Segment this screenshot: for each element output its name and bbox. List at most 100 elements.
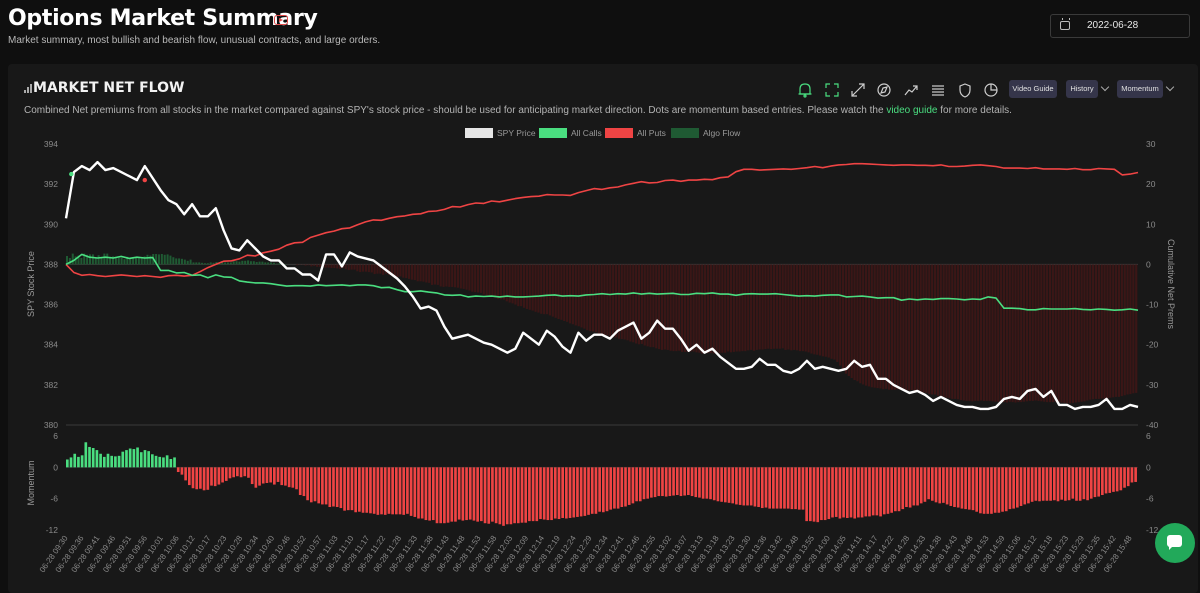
legend-swatch-spy[interactable] [465,128,493,138]
net-prem-bar [399,264,402,277]
net-prem-bar [359,264,362,273]
momentum-bar [513,467,516,524]
net-prem-bar [744,264,747,352]
algo-flow-bar [229,262,232,265]
net-prem-bar [462,264,465,289]
legend-label-algo[interactable]: Algo Flow [703,128,741,138]
momentum-bar [461,467,465,521]
net-prem-bar [1120,264,1123,397]
momentum-bar [143,450,147,468]
page-title: Options Market Summary [8,6,318,31]
algo-flow-bar [175,258,178,265]
net-prem-bar [514,264,517,305]
legend-swatch-calls[interactable] [539,128,567,138]
momentum-bar [572,467,576,518]
momentum-bar [901,467,905,510]
bell-icon[interactable] [798,83,812,98]
history-button[interactable]: History [1066,80,1098,98]
momentum-bar [1134,467,1137,482]
momentum-bar [250,467,254,485]
momentum-bar [993,467,997,513]
momentum-button[interactable]: Momentum [1117,80,1163,98]
legend-label-calls[interactable]: All Calls [571,128,602,138]
momentum-bar [273,467,276,485]
momentum-bar [1023,467,1027,505]
net-prem-bar [649,264,652,348]
video-guide-link[interactable]: video guide [886,105,938,116]
net-prem-bar [755,264,758,350]
compass-icon[interactable] [877,83,891,97]
net-prem-bar [468,264,471,291]
y-tick-label: 392 [44,179,58,189]
video-guide-button[interactable]: Video Guide [1009,80,1057,98]
net-prem-bar [571,264,574,325]
momentum-entry-dot[interactable] [142,177,147,183]
momentum-bar [121,451,125,468]
net-prem-bar [732,264,735,352]
net-prem-bar [548,264,551,316]
shield-icon[interactable] [959,83,971,98]
momentum-bar [801,467,805,510]
net-prem-bar [709,264,712,354]
legend-swatch-algo[interactable] [671,128,699,138]
algo-flow-bar [83,253,86,265]
momentum-bar [705,467,709,499]
net-prem-bar [537,264,540,313]
fullscreen-icon[interactable] [825,83,839,97]
all-calls-line [65,253,1139,311]
momentum-bar [938,467,942,504]
momentum-bar [176,467,180,473]
momentum-bar [284,467,287,486]
momentum-bar [1104,467,1108,494]
momentum-bar [88,446,91,468]
momentum-bar [602,467,605,513]
momentum-bar [539,467,542,520]
net-prem-bar [643,264,646,346]
momentum-bar [1123,467,1126,488]
momentum-bar [853,467,857,519]
algo-flow-bar [106,253,109,265]
momentum-bar [990,467,993,514]
lines-icon[interactable] [932,85,944,96]
momentum-bar [960,467,964,509]
net-prem-bar [594,264,597,333]
net-prem-bar [922,264,925,393]
net-prem-bar [362,264,365,272]
momentum-entry-dot[interactable] [69,171,74,177]
net-prem-bar [658,264,661,350]
net-prem-bar [382,264,385,275]
momentum-bar [420,467,424,519]
pie-icon[interactable] [984,83,998,97]
momentum-bar [206,467,210,490]
net-prem-bar [908,264,911,391]
momentum-bar [402,467,406,515]
algo-flow-bar [91,254,94,265]
net-prem-bar [873,264,876,388]
momentum-bar [1119,467,1123,491]
momentum-bar [809,467,812,522]
net-prem-bar [956,264,960,400]
trend-icon[interactable] [904,85,918,96]
momentum-bar [701,467,705,499]
chat-button[interactable] [1155,523,1195,563]
algo-flow-bar [129,258,132,265]
legend-label-spy[interactable]: SPY Price [497,128,536,138]
momentum-bar [1101,467,1104,496]
legend-swatch-puts[interactable] [605,128,633,138]
legend-label-puts[interactable]: All Puts [637,128,666,138]
momentum-bar [760,467,764,509]
momentum-bar [757,467,760,508]
algo-flow-bar [109,256,112,265]
date-value[interactable]: 2022-06-28 [1087,20,1139,31]
net-prem-bar [1043,264,1046,402]
net-prem-bar [936,264,939,396]
calendar-icon[interactable] [1060,18,1070,30]
date-picker[interactable]: 2022-06-28 [1050,14,1190,38]
momentum-bar [723,467,727,503]
momentum-bar [117,455,121,468]
expand-icon[interactable] [851,83,865,97]
momentum-bar [439,467,443,524]
net-prem-bar [560,264,563,320]
youtube-icon[interactable] [274,15,288,25]
panel-title: MARKET NET FLOW [33,80,185,96]
